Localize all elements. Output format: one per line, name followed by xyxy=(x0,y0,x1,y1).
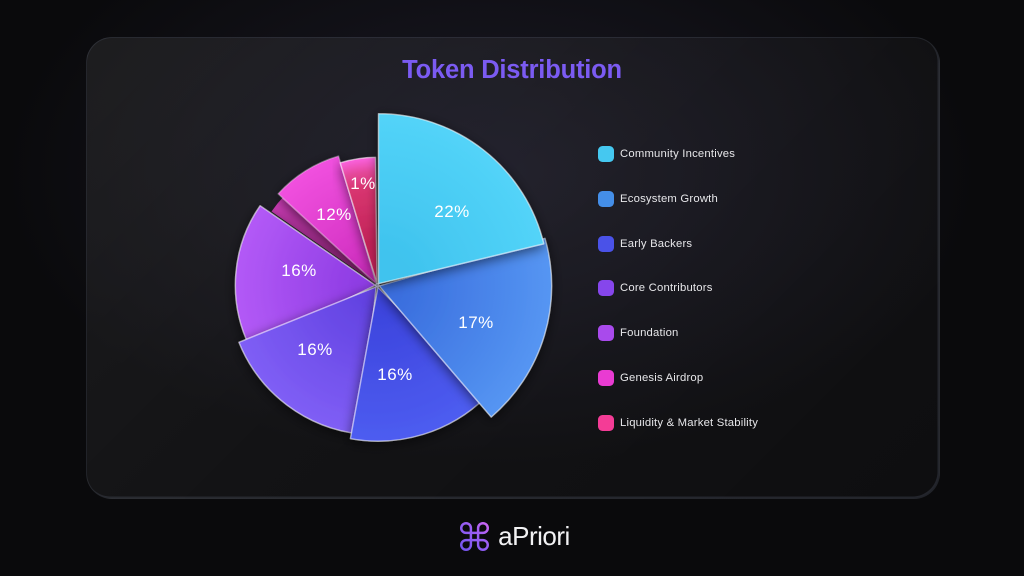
svg-text:16%: 16% xyxy=(297,340,333,359)
svg-text:16%: 16% xyxy=(281,261,317,280)
svg-text:12%: 12% xyxy=(316,205,352,224)
svg-text:17%: 17% xyxy=(458,313,494,332)
svg-text:1%: 1% xyxy=(350,174,376,193)
svg-text:16%: 16% xyxy=(377,365,413,384)
svg-text:22%: 22% xyxy=(434,202,470,221)
